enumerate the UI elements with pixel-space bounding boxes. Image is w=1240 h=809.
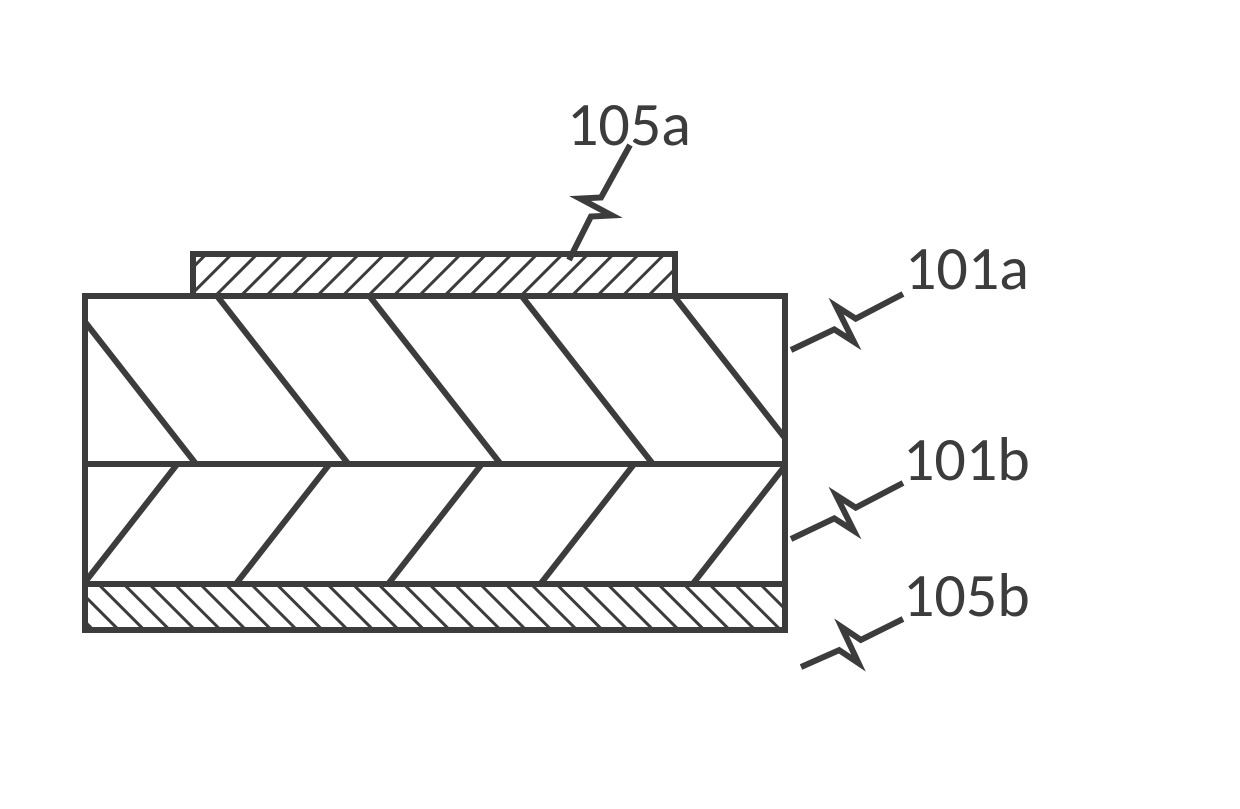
label-105a: 105a	[567, 86, 691, 162]
label-105b: 105b	[903, 557, 1030, 633]
label-101b: 101b	[903, 421, 1030, 497]
diagram-root: 105a 101a 101b 105b	[0, 0, 1240, 809]
label-101a: 101a	[905, 230, 1029, 306]
